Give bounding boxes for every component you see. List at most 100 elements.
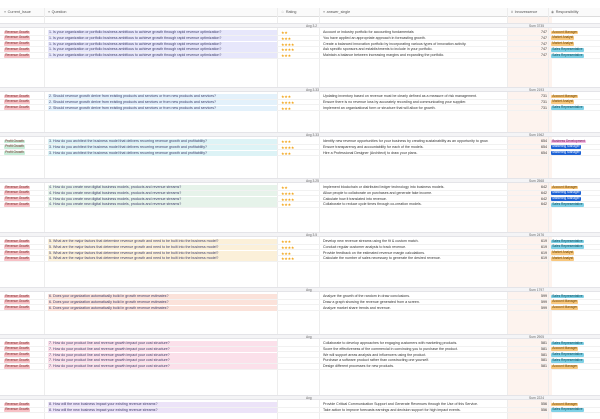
table-row[interactable]: Revenue Growth 1. Is your organization or… [0,30,600,36]
rating-stars[interactable]: ★★★ [281,250,291,256]
current-issue-tag[interactable]: Revenue Growth [4,352,31,358]
table-row[interactable]: Revenue Growth 6. Does your organization … [0,305,600,312]
table-row[interactable]: Revenue Growth 8. How will the new busine… [0,408,600,414]
answer-cell[interactable]: You have applied an appropriate approach… [323,35,426,40]
current-issue-tag[interactable]: Revenue Growth [4,293,31,299]
responsibility-tag[interactable]: Account Manager [551,401,579,407]
question-cell[interactable]: 6. Does your organization automatically … [48,299,277,305]
table-row[interactable]: Revenue Growth 2. Should revenue growth d… [0,105,600,112]
innovessence-value[interactable]: 619 [541,250,547,255]
responsibility-tag[interactable]: Account Manager [551,346,579,352]
table-row[interactable]: Profit Growth 3. How do you architect the… [0,139,600,145]
answer-cell[interactable]: Hire a Professional Designer (Architect)… [323,150,418,155]
innovessence-value[interactable]: 642 [541,202,547,207]
current-issue-tag[interactable]: Revenue Growth [4,52,31,58]
responsibility-tag[interactable]: Market Analyst [551,41,575,47]
rating-stars[interactable] [281,353,319,358]
answer-cell[interactable]: Ask specific sponsors and establishments… [323,47,433,52]
responsibility-tag[interactable]: Sales Representative [551,407,584,413]
innovessence-value[interactable]: 581 [541,364,547,369]
responsibility-tag[interactable]: Marketing Manager [551,144,581,150]
responsibility-tag[interactable]: Market Analyst [551,250,575,256]
answer-cell[interactable]: Account or industry portfolio for accoun… [323,30,414,34]
answer-cell[interactable]: Draw a graph showing the revenue generat… [323,299,420,304]
responsibility-tag[interactable]: Business Development [551,138,586,144]
responsibility-tag[interactable]: Market Analyst [551,256,575,261]
innovessence-value[interactable]: 747 [541,41,547,46]
innovessence-value[interactable]: 654 [541,144,547,149]
question-cell[interactable]: 1. Is your organization or portfolio bus… [48,35,277,41]
question-cell[interactable]: 6. Does your organization automatically … [48,305,277,311]
column-header-current-issue[interactable]: ≡ Current_Issue [4,8,44,17]
table-row[interactable]: Revenue Growth 4. How do you create new d… [0,191,600,197]
table-row[interactable]: Profit Growth 3. How do you architect the… [0,145,600,151]
answer-cell[interactable]: Identify new revenue opportunities for y… [323,139,489,143]
column-header-answer-single[interactable]: ≡ answer_single [323,8,507,17]
responsibility-tag[interactable]: Market Analyst [551,99,575,105]
answer-cell[interactable]: Take action to improve forecasts earning… [323,407,461,412]
question-cell[interactable]: 2. Should revenue growth derive from exi… [48,99,277,105]
responsibility-tag[interactable]: Account Manager [551,184,579,190]
question-cell[interactable]: 4. How do you create new digital busines… [48,196,277,202]
table-row[interactable]: Revenue Growth 7. How do your product lin… [0,358,600,364]
question-cell[interactable]: 2. Should revenue growth derive from exi… [48,94,277,99]
answer-cell[interactable]: Maintain a balance between increasing ma… [323,53,445,58]
innovessence-value[interactable]: 619 [541,239,547,243]
answer-cell[interactable]: Score the effectiveness of the commercia… [323,346,458,351]
responsibility-tag[interactable]: Account Manager [551,305,579,311]
innovessence-value[interactable]: 581 [541,346,547,351]
rating-stars[interactable]: ★★★★ [281,244,295,250]
column-header-innovessence[interactable]: # Innovessence [511,8,547,17]
current-issue-tag[interactable]: Revenue Growth [4,401,31,407]
responsibility-tag[interactable]: Sales Representative [551,244,584,250]
answer-cell[interactable]: Calculate the number of sales necessary … [323,256,441,261]
question-cell[interactable]: 5. What are the major factors that deter… [48,239,277,244]
rating-stars[interactable]: ★★★★ [281,47,295,53]
current-issue-tag[interactable]: Revenue Growth [4,190,31,196]
question-cell[interactable]: 4. How do you create new digital busines… [48,190,277,196]
rating-stars[interactable] [281,402,319,407]
innovessence-value[interactable]: 731 [541,105,547,110]
innovessence-value[interactable]: 599 [541,305,547,310]
answer-cell[interactable]: Analyze market share trends and revenue. [323,305,391,310]
question-cell[interactable]: 1. Is your organization or portfolio bus… [48,41,277,47]
current-issue-tag[interactable]: Revenue Growth [4,99,31,105]
rating-stars[interactable]: ★★★ [281,94,291,99]
table-row[interactable]: Revenue Growth 6. Does your organization … [0,300,600,306]
current-issue-tag[interactable]: Revenue Growth [4,244,31,250]
rating-stars[interactable] [281,294,319,299]
answer-cell[interactable]: We will support areas analysis and influ… [323,352,427,357]
rating-stars[interactable]: ★★★ [281,150,291,156]
current-issue-tag[interactable]: Revenue Growth [4,250,31,256]
current-issue-tag[interactable]: Profit Growth [4,138,25,144]
current-issue-tag[interactable]: Revenue Growth [4,93,31,99]
answer-cell[interactable]: Provide feedback on the estimated revenu… [323,250,426,255]
current-issue-tag[interactable]: Revenue Growth [4,358,31,363]
rating-stars[interactable]: ★★★ [281,53,291,59]
question-cell[interactable]: 2. Should revenue growth derive from exi… [48,105,277,111]
responsibility-tag[interactable]: Account Manager [551,363,579,369]
rating-stars[interactable]: ★★★ [281,239,291,244]
innovessence-value[interactable]: 654 [541,139,547,143]
current-issue-tag[interactable]: Revenue Growth [4,340,31,346]
current-issue-tag[interactable]: Revenue Growth [4,47,31,52]
innovessence-value[interactable]: 747 [541,47,547,52]
rating-stars[interactable] [281,408,319,413]
table-row[interactable]: Revenue Growth 4. How do you create new d… [0,185,600,191]
rating-stars[interactable]: ★★★★ [281,41,295,47]
rating-stars[interactable]: ★★★★ [281,256,295,262]
responsibility-tag[interactable]: Sales Representative [551,352,584,358]
answer-cell[interactable]: Ensure transparency and accountability f… [323,144,424,149]
question-cell[interactable]: 5. What are the major factors that deter… [48,244,277,250]
table-row[interactable]: Revenue Growth 7. How do your product lin… [0,352,600,359]
innovessence-value[interactable]: 619 [541,244,547,249]
current-issue-tag[interactable]: Revenue Growth [4,184,31,190]
column-header-question[interactable]: ≡ Question [48,8,277,17]
table-row[interactable]: Revenue Growth 1. Is your organization or… [0,53,600,59]
current-issue-tag[interactable]: Revenue Growth [4,256,31,261]
table-row[interactable]: Revenue Growth 4. How do you create new d… [0,202,600,208]
question-cell[interactable]: 3. How do you architect the business mod… [48,150,277,156]
question-cell[interactable]: 7. How do your product line and revenue … [48,364,277,370]
answer-cell[interactable]: Provide Critical Communication Support a… [323,402,479,406]
innovessence-value[interactable]: 599 [541,299,547,304]
